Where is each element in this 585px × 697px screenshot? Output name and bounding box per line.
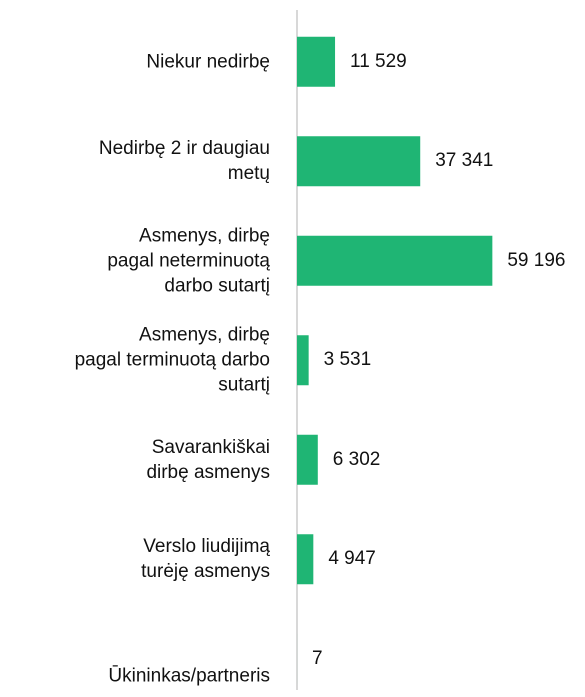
value-label: 11 529 (350, 50, 407, 72)
bar (297, 434, 318, 485)
category-label: Ūkininkas/partneris (108, 665, 270, 687)
category-label: Asmenys, dirbę pagal neterminuotą darbo … (107, 225, 270, 297)
bar (297, 136, 421, 187)
value-label: 4 947 (328, 548, 376, 570)
value-label: 59 196 (507, 249, 566, 271)
bar (297, 335, 309, 386)
category-label: Verslo liudijimą turėję asmenys (141, 536, 270, 583)
bar (297, 36, 336, 87)
category-label: Nedirbę 2 ir daugiau metų (98, 138, 270, 185)
value-label: 6 302 (332, 448, 381, 470)
value-label: 7 (312, 647, 323, 669)
category-label: Asmenys, dirbę pagal terminuotą darbo su… (74, 324, 270, 396)
bar (297, 534, 314, 585)
bar (297, 235, 493, 286)
value-label: 37 341 (435, 150, 494, 172)
category-label: Savarankiškai dirbę asmenys (146, 436, 270, 483)
category-label: Niekur nedirbę (146, 51, 270, 73)
value-label: 3 531 (323, 349, 372, 371)
